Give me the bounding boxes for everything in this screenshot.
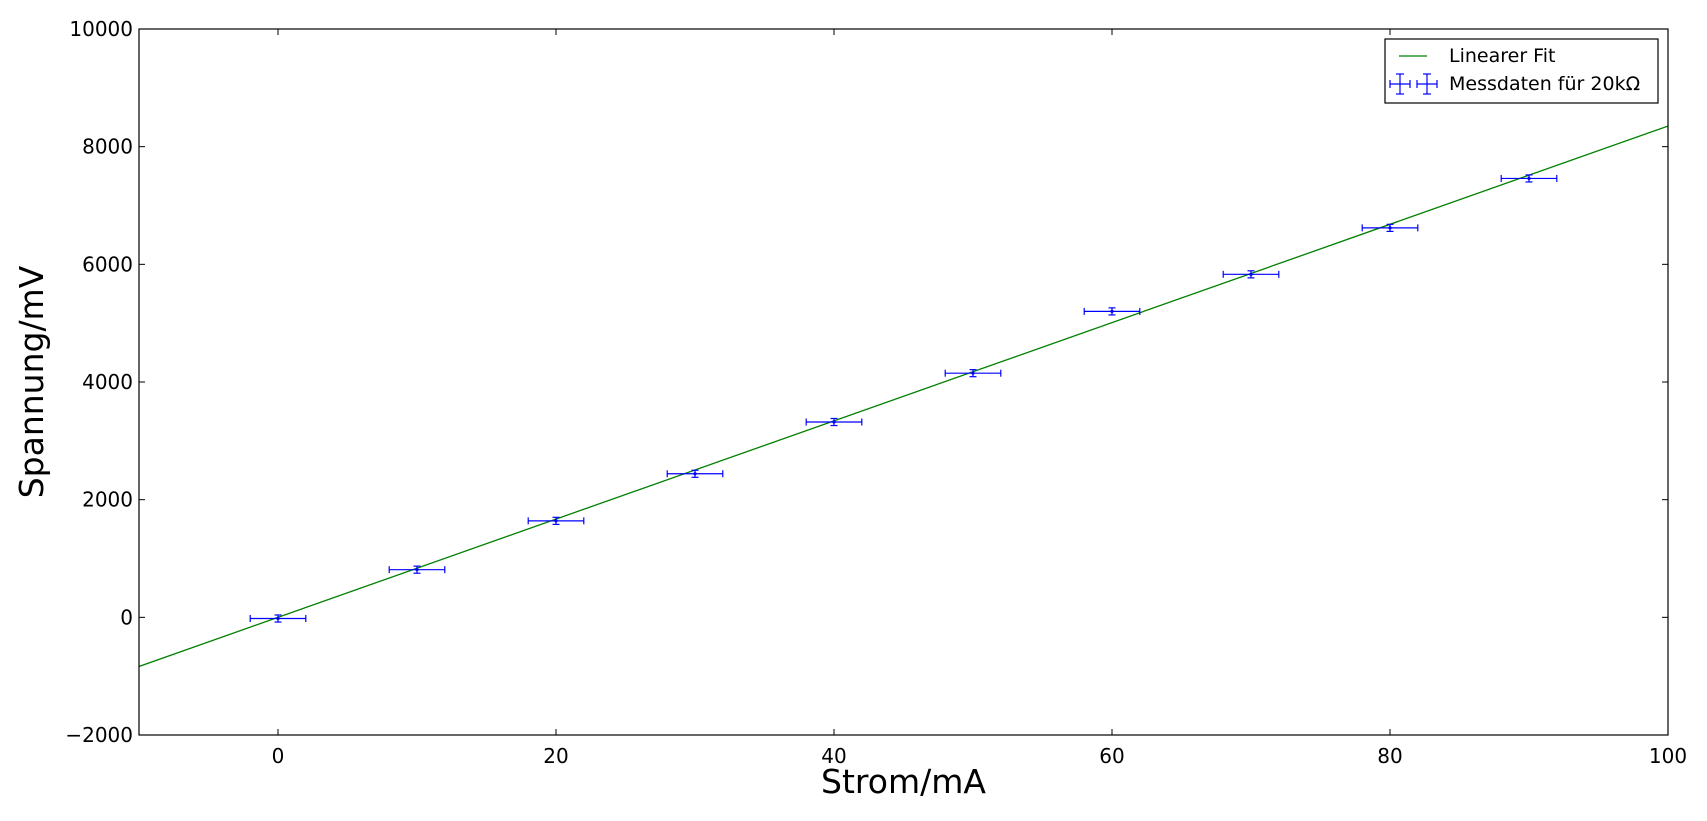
point-marker	[832, 420, 836, 424]
y-tick-label: 10000	[69, 17, 133, 41]
point-marker	[1110, 309, 1114, 313]
point-marker	[1249, 272, 1253, 276]
point-marker	[415, 568, 419, 572]
point-marker	[554, 519, 558, 523]
x-tick-label: 100	[1649, 744, 1687, 768]
plot-frame	[138, 28, 1669, 736]
data-point	[249, 614, 307, 623]
point-marker	[971, 371, 975, 375]
y-tick-label: 4000	[82, 370, 133, 394]
x-tick-label: 20	[543, 744, 568, 768]
data-point	[805, 417, 863, 427]
point-marker	[276, 616, 280, 621]
point-marker	[1388, 226, 1392, 230]
fit-line	[139, 125, 1668, 668]
y-tick-label: 2000	[82, 488, 133, 512]
legend: Linearer Fit Messdaten für 20kΩ	[1384, 38, 1659, 104]
data-point	[1083, 307, 1141, 316]
data-point	[1222, 270, 1280, 279]
data-point	[527, 516, 585, 525]
data-point	[666, 469, 724, 478]
data-point	[944, 369, 1002, 378]
y-tick-label: 8000	[82, 135, 133, 159]
x-tick-label: 60	[1099, 744, 1124, 768]
data-point	[1500, 174, 1558, 183]
y-tick-label: −2000	[65, 723, 133, 747]
data-point	[388, 565, 446, 574]
legend-fit-label: Linearer Fit	[1449, 45, 1555, 67]
y-tick-label: 6000	[82, 252, 133, 276]
x-tick-label: 40	[821, 744, 846, 768]
point-marker	[693, 472, 697, 476]
legend-data-label: Messdaten für 20kΩ	[1449, 73, 1640, 95]
y-axis-label: Spannung/mV	[12, 265, 51, 498]
x-tick-label: 0	[272, 744, 285, 768]
x-axis-label: Strom/mA	[821, 762, 986, 801]
legend-box	[1384, 38, 1659, 104]
legend-errorbar-swatch	[1389, 73, 1411, 95]
x-tick-label: 80	[1377, 744, 1402, 768]
tick-labels: 0 20 40 60 80 100 −2000 0 2000 4000 6000 8000 10000	[65, 17, 1687, 768]
plot-content	[139, 125, 1668, 668]
point-marker	[1527, 176, 1531, 181]
data-point	[1361, 223, 1419, 232]
legend-errorbar-swatch	[1416, 73, 1438, 95]
y-tick-label: 0	[120, 605, 133, 629]
